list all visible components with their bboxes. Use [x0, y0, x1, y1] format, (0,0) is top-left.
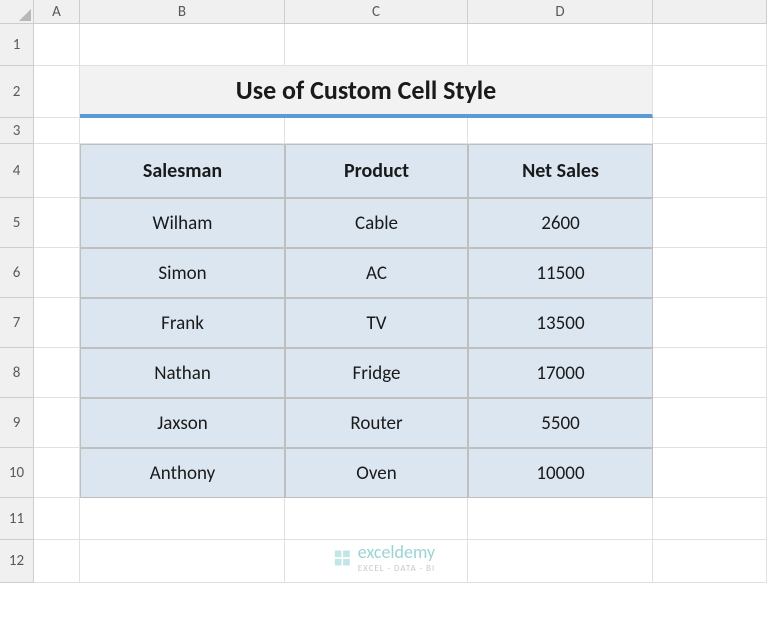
select-all-corner[interactable] [0, 0, 34, 24]
cell-D1[interactable] [468, 24, 653, 66]
cell-C12[interactable] [285, 540, 468, 583]
table-row[interactable]: TV [285, 298, 468, 348]
row-header-12[interactable]: 12 [0, 540, 34, 583]
col-header-C[interactable]: C [285, 0, 468, 24]
row-header-6[interactable]: 6 [0, 248, 34, 298]
table-row[interactable]: Frank [80, 298, 285, 348]
col-header-D[interactable]: D [468, 0, 653, 24]
cell-A6[interactable] [34, 248, 80, 298]
row-header-2[interactable]: 2 [0, 66, 34, 118]
cell-A2[interactable] [34, 66, 80, 118]
table-row[interactable]: 11500 [468, 248, 653, 298]
cell-D3[interactable] [468, 118, 653, 144]
cell-A5[interactable] [34, 198, 80, 248]
cell-B1[interactable] [80, 24, 285, 66]
row-header-1[interactable]: 1 [0, 24, 34, 66]
cell-A3[interactable] [34, 118, 80, 144]
title-cell[interactable]: Use of Custom Cell Style [80, 66, 653, 118]
table-row[interactable]: Jaxson [80, 398, 285, 448]
table-row[interactable]: Router [285, 398, 468, 448]
table-row[interactable]: Wilham [80, 198, 285, 248]
col-header-extra[interactable] [653, 0, 767, 24]
cell-A7[interactable] [34, 298, 80, 348]
table-row[interactable]: 10000 [468, 448, 653, 498]
cell-E8[interactable] [653, 348, 767, 398]
cell-E10[interactable] [653, 448, 767, 498]
row-header-7[interactable]: 7 [0, 298, 34, 348]
table-row[interactable]: 5500 [468, 398, 653, 448]
cell-A1[interactable] [34, 24, 80, 66]
cell-E2[interactable] [653, 66, 767, 118]
cell-A4[interactable] [34, 144, 80, 198]
row-header-8[interactable]: 8 [0, 348, 34, 398]
table-row[interactable]: 13500 [468, 298, 653, 348]
cell-E4[interactable] [653, 144, 767, 198]
cell-C3[interactable] [285, 118, 468, 144]
table-row[interactable]: Fridge [285, 348, 468, 398]
cell-E3[interactable] [653, 118, 767, 144]
cell-E6[interactable] [653, 248, 767, 298]
th-netsales[interactable]: Net Sales [468, 144, 653, 198]
cell-E12[interactable] [653, 540, 767, 583]
cell-B11[interactable] [80, 498, 285, 540]
row-header-4[interactable]: 4 [0, 144, 34, 198]
table-row[interactable]: Oven [285, 448, 468, 498]
col-header-A[interactable]: A [34, 0, 80, 24]
table-row[interactable]: Nathan [80, 348, 285, 398]
table-row[interactable]: 2600 [468, 198, 653, 248]
row-header-3[interactable]: 3 [0, 118, 34, 144]
cell-C11[interactable] [285, 498, 468, 540]
cell-A10[interactable] [34, 448, 80, 498]
table-row[interactable]: 17000 [468, 348, 653, 398]
table-row[interactable]: Simon [80, 248, 285, 298]
spreadsheet-grid: A B C D 1 2 Use of Custom Cell Style 3 4… [0, 0, 767, 583]
th-product[interactable]: Product [285, 144, 468, 198]
cell-A11[interactable] [34, 498, 80, 540]
row-header-10[interactable]: 10 [0, 448, 34, 498]
row-header-5[interactable]: 5 [0, 198, 34, 248]
cell-A12[interactable] [34, 540, 80, 583]
cell-D12[interactable] [468, 540, 653, 583]
col-header-B[interactable]: B [80, 0, 285, 24]
cell-E1[interactable] [653, 24, 767, 66]
cell-E9[interactable] [653, 398, 767, 448]
cell-D11[interactable] [468, 498, 653, 540]
cell-A8[interactable] [34, 348, 80, 398]
table-row[interactable]: Anthony [80, 448, 285, 498]
cell-B3[interactable] [80, 118, 285, 144]
cell-E5[interactable] [653, 198, 767, 248]
table-row[interactable]: Cable [285, 198, 468, 248]
cell-E7[interactable] [653, 298, 767, 348]
th-salesman[interactable]: Salesman [80, 144, 285, 198]
cell-C1[interactable] [285, 24, 468, 66]
cell-A9[interactable] [34, 398, 80, 448]
table-row[interactable]: AC [285, 248, 468, 298]
cell-B12[interactable] [80, 540, 285, 583]
row-header-11[interactable]: 11 [0, 498, 34, 540]
row-header-9[interactable]: 9 [0, 398, 34, 448]
cell-E11[interactable] [653, 498, 767, 540]
